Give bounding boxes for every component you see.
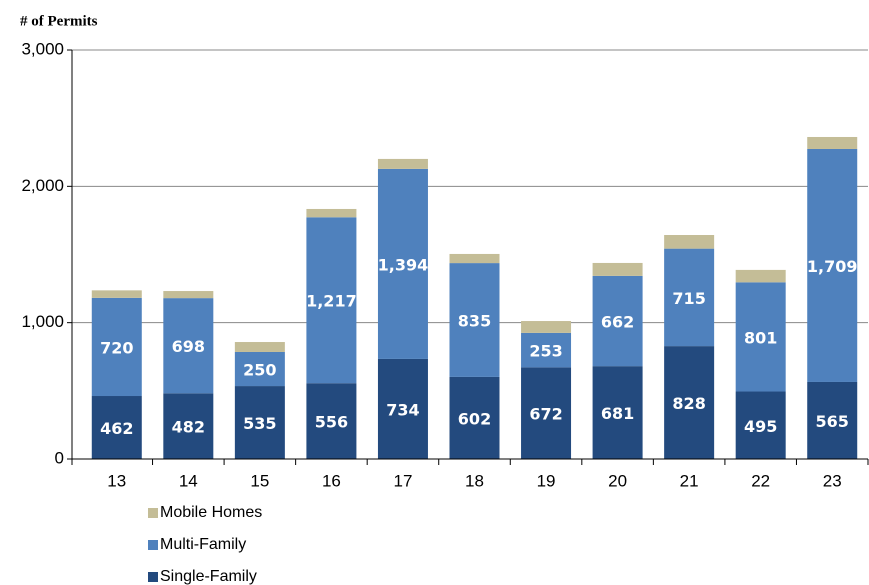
bar-segment bbox=[735, 391, 786, 459]
bar-segment bbox=[306, 208, 357, 218]
bar-segment bbox=[735, 282, 786, 392]
x-tick-label: 23 bbox=[823, 471, 842, 490]
data-label: 734 bbox=[386, 400, 419, 419]
bar-segment bbox=[234, 342, 285, 352]
data-label: 828 bbox=[672, 394, 705, 413]
bar-segment bbox=[664, 235, 715, 249]
bar-segment bbox=[449, 253, 500, 264]
x-tick-label: 15 bbox=[250, 471, 269, 490]
bar-segment bbox=[91, 297, 142, 397]
bar-segment bbox=[377, 358, 428, 459]
bar-segment bbox=[807, 136, 858, 149]
bar-segment bbox=[807, 381, 858, 459]
bar-segment bbox=[592, 275, 643, 367]
data-label: 565 bbox=[816, 412, 849, 431]
bar-segment bbox=[91, 396, 142, 459]
data-label: 672 bbox=[529, 405, 562, 424]
data-label: 250 bbox=[243, 361, 276, 380]
bar-segment bbox=[592, 366, 643, 459]
bar-segment bbox=[521, 367, 572, 459]
data-label: 835 bbox=[458, 312, 491, 331]
bar-segment bbox=[521, 332, 572, 368]
data-label: 482 bbox=[172, 418, 205, 437]
bar-segment bbox=[664, 346, 715, 459]
bar-segment bbox=[306, 383, 357, 459]
bar-segment bbox=[163, 298, 214, 394]
data-label: 662 bbox=[601, 313, 634, 332]
data-label: 556 bbox=[315, 413, 348, 432]
bar-segment bbox=[91, 290, 142, 298]
data-label: 1,709 bbox=[807, 257, 858, 276]
x-tick-label: 19 bbox=[537, 471, 556, 490]
y-tick-label: 0 bbox=[55, 448, 64, 467]
y-tick-label: 1,000 bbox=[21, 312, 64, 331]
data-label: 535 bbox=[243, 414, 276, 433]
bar-segment bbox=[449, 376, 500, 459]
bar-segment bbox=[377, 158, 428, 169]
x-tick-label: 14 bbox=[179, 471, 198, 490]
x-tick-label: 22 bbox=[751, 471, 770, 490]
data-label: 253 bbox=[529, 342, 562, 361]
bar-segment bbox=[521, 321, 572, 333]
data-label: 698 bbox=[172, 337, 205, 356]
y-tick-label: 3,000 bbox=[21, 39, 64, 58]
legend-swatch bbox=[148, 572, 158, 582]
data-label: 681 bbox=[601, 404, 634, 423]
x-tick-label: 21 bbox=[680, 471, 699, 490]
bar-segment bbox=[306, 217, 357, 384]
x-tick-label: 13 bbox=[107, 471, 126, 490]
data-label: 1,217 bbox=[306, 292, 357, 311]
bar-segment bbox=[163, 291, 214, 299]
legend-swatch bbox=[148, 508, 158, 518]
y-tick-label: 2,000 bbox=[21, 176, 64, 195]
data-label: 720 bbox=[100, 338, 133, 357]
x-tick-label: 20 bbox=[608, 471, 627, 490]
legend-swatch bbox=[148, 540, 158, 550]
bar-segment bbox=[449, 263, 500, 377]
bar-segment bbox=[664, 248, 715, 347]
bar-segment bbox=[234, 351, 285, 387]
x-tick-label: 16 bbox=[322, 471, 341, 490]
bar-segment bbox=[163, 393, 214, 459]
bar-segment bbox=[592, 262, 643, 276]
bar-segment bbox=[807, 148, 858, 382]
data-label: 462 bbox=[100, 419, 133, 438]
bar-segment bbox=[377, 168, 428, 359]
x-tick-label: 18 bbox=[465, 471, 484, 490]
bar-segment bbox=[234, 386, 285, 459]
data-label: 1,394 bbox=[378, 255, 429, 274]
data-label: 602 bbox=[458, 409, 491, 428]
legend-label: Multi-Family bbox=[160, 536, 246, 553]
x-tick-label: 17 bbox=[393, 471, 412, 490]
y-axis-title: # of Permits bbox=[20, 13, 98, 29]
data-label: 495 bbox=[744, 417, 777, 436]
legend-label: Mobile Homes bbox=[160, 504, 262, 521]
data-label: 801 bbox=[744, 328, 777, 347]
bar-segment bbox=[735, 269, 786, 283]
legend-label: Single-Family bbox=[160, 568, 257, 585]
data-label: 715 bbox=[672, 289, 705, 308]
